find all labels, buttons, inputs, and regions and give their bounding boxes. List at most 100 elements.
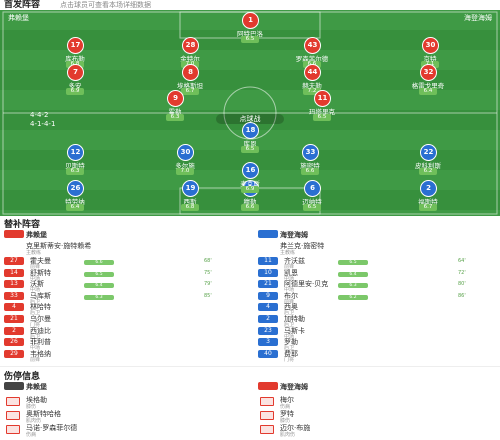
sub-name[interactable]: 林哈特 bbox=[30, 303, 51, 312]
pitch[interactable]: 弗赖堡 海登海姆 点球战 4-4-2 4-1-4-1 1 阿特巴洛 6.5 17 库布勒… bbox=[0, 10, 500, 216]
player-number[interactable]: 11 bbox=[314, 90, 331, 107]
player-rating: 6.6 bbox=[241, 204, 259, 211]
sub-name[interactable]: 菲利普 bbox=[30, 338, 51, 347]
player-name: 皮科利斯 bbox=[415, 162, 441, 170]
player-number[interactable]: 7 bbox=[67, 64, 84, 81]
player-number[interactable]: 30 bbox=[177, 144, 194, 161]
player-number[interactable]: 44 bbox=[304, 64, 321, 81]
player-number[interactable]: 1 bbox=[242, 12, 259, 29]
sub-number[interactable]: 4 bbox=[4, 303, 24, 312]
player-rating: 6.2 bbox=[419, 168, 437, 175]
sub-name[interactable]: 阿德里安·贝克 bbox=[284, 280, 329, 289]
player-number[interactable]: 8 bbox=[182, 64, 199, 81]
sub-number[interactable]: 2 bbox=[258, 315, 278, 323]
sub-number[interactable]: 21 bbox=[258, 280, 278, 289]
sub-name[interactable]: 西迪比 bbox=[30, 326, 51, 335]
sub-number[interactable]: 9 bbox=[258, 291, 278, 300]
sub-number[interactable]: 13 bbox=[4, 280, 24, 289]
sub-number[interactable]: 4 bbox=[258, 303, 278, 312]
sub-number[interactable]: 11 bbox=[258, 257, 278, 265]
sub-number[interactable]: 3 bbox=[258, 338, 278, 347]
injury-name: 梅尔 bbox=[280, 396, 294, 404]
player-number[interactable]: 9 bbox=[167, 90, 184, 107]
sub-name[interactable]: 马斯卡 bbox=[284, 326, 305, 335]
player-number[interactable]: 6 bbox=[304, 180, 321, 197]
player-number[interactable]: 28 bbox=[182, 37, 199, 54]
sub-name[interactable]: 凯恩 bbox=[284, 268, 298, 277]
sub-name[interactable]: 费耶 bbox=[284, 349, 298, 358]
away-team: 海登海姆 bbox=[464, 14, 492, 22]
sub-number[interactable]: 14 bbox=[4, 268, 24, 277]
player-name: 库布勒 bbox=[65, 55, 85, 63]
player-number[interactable]: 17 bbox=[67, 37, 84, 54]
player-name: 霍勒 bbox=[168, 108, 182, 116]
team-badge bbox=[258, 230, 278, 238]
sub-time: 85' bbox=[204, 292, 212, 299]
sub-name[interactable]: 加特勒 bbox=[284, 315, 305, 323]
player-number[interactable]: 43 bbox=[304, 37, 321, 54]
player-rating: 6.4 bbox=[66, 204, 84, 211]
player-number[interactable]: 12 bbox=[67, 144, 84, 161]
divider bbox=[0, 366, 500, 367]
sub-position: 门将 bbox=[284, 356, 295, 363]
player-rating: 6.3 bbox=[66, 168, 84, 175]
injury-icon bbox=[260, 397, 274, 406]
player-number[interactable]: 22 bbox=[420, 144, 437, 161]
sub-number[interactable]: 27 bbox=[4, 257, 24, 265]
injury-name: 马诺·罗森菲尔德 bbox=[26, 424, 78, 432]
sub-number[interactable]: 40 bbox=[258, 349, 278, 358]
injury-name: 迈尔·布施 bbox=[280, 424, 311, 432]
sub-name[interactable]: 马库斯 bbox=[30, 291, 51, 300]
player-name: 多尔施 bbox=[175, 162, 195, 170]
sub-number[interactable]: 26 bbox=[4, 338, 24, 347]
coach-role: 主教练 bbox=[280, 250, 296, 256]
sub-name[interactable]: 齐沃兹 bbox=[284, 257, 305, 265]
player-name: 库恩 bbox=[243, 140, 257, 148]
player-number[interactable]: 26 bbox=[67, 180, 84, 197]
sub-position: 中场 bbox=[30, 275, 41, 282]
injury-name: 埃格勒 bbox=[26, 396, 47, 404]
player-rating: 6.5 bbox=[241, 146, 259, 153]
injury-reason: 膝伤 bbox=[280, 418, 291, 424]
sub-name[interactable]: 韦格纳 bbox=[30, 349, 51, 358]
sub-number[interactable]: 10 bbox=[258, 268, 278, 277]
sub-number[interactable]: 29 bbox=[4, 349, 24, 358]
injury-reason: 伤病 bbox=[280, 404, 291, 410]
player-number[interactable]: 32 bbox=[420, 64, 437, 81]
sub-position: 后卫 bbox=[30, 298, 41, 305]
player-name: 多安 bbox=[68, 82, 82, 90]
player-name: 贝斯特 bbox=[65, 162, 85, 170]
player-rating: 6.4 bbox=[419, 88, 437, 95]
sub-name[interactable]: 西奥 bbox=[284, 303, 298, 312]
injury-icon bbox=[6, 411, 20, 420]
team-name: 弗赖堡 bbox=[26, 231, 47, 239]
player-rating: 6.8 bbox=[181, 204, 199, 211]
injury-reason: 膝伤 bbox=[26, 404, 37, 410]
player-number[interactable]: 19 bbox=[182, 180, 199, 197]
sub-name[interactable]: 罗勒 bbox=[284, 338, 298, 347]
home-formation: 4-4-2 bbox=[30, 111, 49, 119]
sub-number[interactable]: 21 bbox=[4, 315, 24, 323]
sub-name[interactable]: 舒斯特 bbox=[30, 268, 51, 277]
sub-rating: 6.2 bbox=[338, 294, 368, 300]
sub-name[interactable]: 霍夫曼 bbox=[30, 257, 51, 265]
player-name: 西斯 bbox=[183, 198, 197, 206]
sub-name[interactable]: 乌尔曼 bbox=[30, 315, 51, 323]
player-number[interactable]: 16 bbox=[242, 162, 259, 179]
sub-rating: 6.6 bbox=[84, 260, 114, 265]
sub-name[interactable]: 沃斯 bbox=[30, 280, 44, 289]
player-name: 赫夫勒 bbox=[302, 82, 322, 90]
player-number[interactable]: 18 bbox=[242, 122, 259, 139]
sub-position: 后卫 bbox=[284, 322, 295, 328]
injury-icon bbox=[260, 425, 274, 434]
player-number[interactable]: 2 bbox=[420, 180, 437, 197]
subs-title: 替补阵容 bbox=[4, 220, 41, 230]
sub-number[interactable]: 23 bbox=[258, 326, 278, 335]
sub-position: 前锋 bbox=[30, 356, 41, 363]
sub-name[interactable]: 布尔 bbox=[284, 291, 298, 300]
player-number[interactable]: 30 bbox=[422, 37, 439, 54]
player-rating: 6.5 bbox=[313, 114, 331, 121]
player-number[interactable]: 33 bbox=[302, 144, 319, 161]
sub-number[interactable]: 33 bbox=[4, 291, 24, 300]
sub-number[interactable]: 2 bbox=[4, 326, 24, 335]
